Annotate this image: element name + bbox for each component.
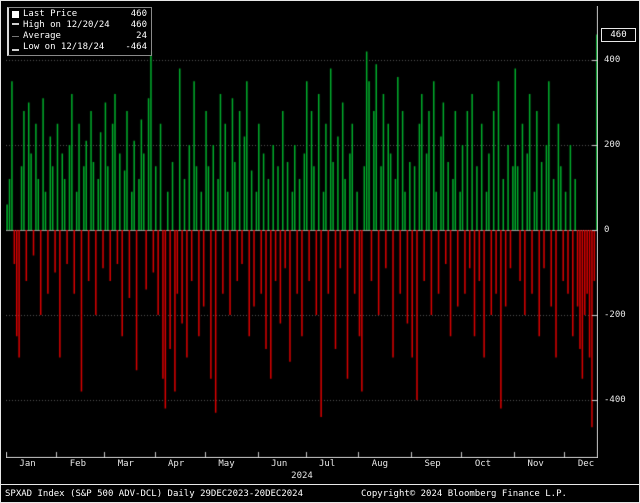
advance-decline-bar-chart[interactable] [6,6,598,458]
x-axis-year-label: 2024 [291,471,313,481]
x-axis-month-label: Jul [319,459,336,469]
y-axis-tick-label: -200 [604,310,626,320]
average-marker-icon [12,32,23,41]
x-axis-month-label: Apr [168,459,185,469]
legend-row-high: High on 12/20/24 460 [12,20,147,31]
legend-value: -464 [125,42,147,52]
legend-box: Last Price 460 High on 12/20/24 460 Aver… [7,7,152,56]
last-price-axis-badge: 460 [601,27,636,42]
y-axis-tick-label: -400 [604,395,626,405]
legend-label: Low on 12/18/24 [23,42,105,52]
status-bar: SPXAD Index (S&P 500 ADV-DCL) Daily 29DE… [1,484,639,502]
y-axis-tick-label: 200 [604,140,621,150]
high-marker-icon [12,21,23,30]
x-axis-month-label: Sep [424,459,441,469]
legend-value: 24 [136,31,147,41]
x-axis-month-label: Jan [19,459,36,469]
low-marker-icon [12,43,23,52]
x-axis-month-label: Nov [527,459,544,469]
y-axis-tick-label: 0 [604,225,610,235]
x-axis-month-label: Aug [371,459,389,469]
legend-label: Last Price [23,9,78,19]
last-price-square-icon [12,10,23,19]
legend-value: 460 [130,20,147,30]
legend-value: 460 [130,9,147,19]
x-axis-month-label: Dec [577,459,595,469]
legend-label: High on 12/20/24 [23,20,110,30]
x-axis-month-label: May [218,459,235,469]
legend-label: Average [23,31,61,41]
copyright-text: Copyright© 2024 Bloomberg Finance L.P. [361,488,567,499]
x-axis-month-label: Feb [69,459,87,469]
y-axis-tick-label: 400 [604,55,621,65]
x-axis-month-label: Jun [271,459,288,469]
legend-row-average: Average 24 [12,31,147,42]
x-axis-month-label: Mar [117,459,134,469]
x-axis-month-label: Oct [474,459,492,469]
ticker-description: SPXAD Index (S&P 500 ADV-DCL) Daily 29DE… [5,488,304,499]
legend-row-low: Low on 12/18/24 -464 [12,42,147,53]
legend-row-last-price: Last Price 460 [12,9,147,20]
